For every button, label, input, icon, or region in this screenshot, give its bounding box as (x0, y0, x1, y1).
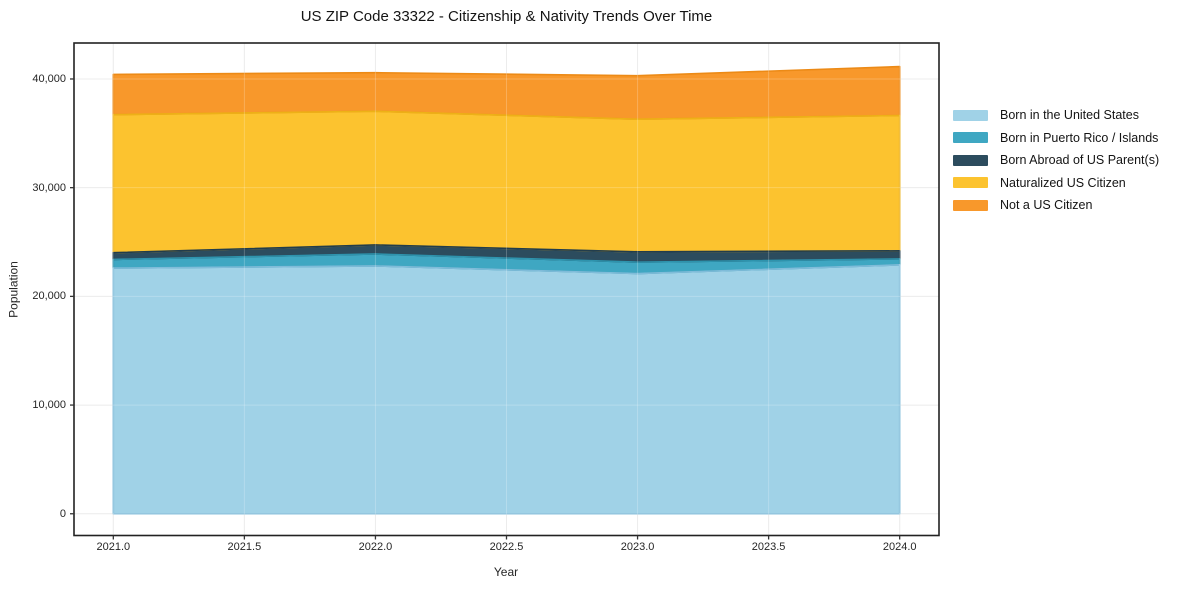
x-tick-label: 2023.0 (620, 541, 655, 553)
legend-swatch-naturalized-us-citizen (953, 177, 988, 189)
legend-item-naturalized-us-citizen: Naturalized US Citizen (953, 175, 1159, 190)
legend: Born in the United States Born in Puerto … (953, 108, 1160, 222)
chart-title: US ZIP Code 33322 - Citizenship & Nativi… (300, 8, 713, 25)
x-axis-label: Year (493, 565, 519, 579)
y-tick-labels: 0 10,000 20,000 30,000 40,000 (0, 0, 66, 590)
y-tick-label: 0 (59, 507, 66, 520)
y-tick-label: 10,000 (32, 399, 66, 412)
gridlines-overlay (74, 43, 939, 536)
area-born-in-puerto-rico-islands (113, 253, 900, 274)
legend-swatch-born-abroad-of-us-parent-s (953, 154, 988, 166)
legend-item-born-in-puerto-rico-islands: Born in Puerto Rico / Islands (953, 130, 1159, 145)
legend-item-not-a-us-citizen: Not a US Citizen (953, 198, 1159, 213)
tick-marks (70, 78, 901, 540)
x-tick-label: 2024.0 (882, 541, 917, 553)
legend-item-label: Born Abroad of US Parent(s) (1000, 153, 1160, 168)
y-tick-label: 20,000 (32, 290, 66, 303)
legend-item-label: Born in the United States (1000, 108, 1139, 123)
legend-swatch-born-in-the-united-states (953, 109, 988, 121)
area-born-in-the-united-states (113, 264, 900, 514)
y-axis-label: Population (6, 261, 21, 318)
x-tick-label: 2022.0 (358, 541, 393, 553)
legend-item-born-abroad-of-us-parent-s: Born Abroad of US Parent(s) (953, 153, 1160, 168)
x-tick-label: 2021.5 (227, 541, 262, 553)
legend-item-born-in-the-united-states: Born in the United States (953, 108, 1159, 123)
area-born-abroad-of-us-parent-s (113, 244, 900, 263)
x-tick-label: 2021.0 (96, 541, 131, 553)
area-not-a-us-citizen (113, 66, 900, 120)
area-edge-born-in-the-united-states (112, 264, 901, 515)
legend-swatch-born-in-puerto-rico-islands (953, 132, 988, 144)
legend-swatch-not-a-us-citizen (953, 199, 988, 211)
y-tick-label: 30,000 (32, 181, 66, 194)
x-tick-label: 2023.5 (751, 541, 786, 553)
legend-item-label: Not a US Citizen (1000, 198, 1093, 213)
area-naturalized-us-citizen (113, 111, 900, 253)
y-tick-label: 40,000 (32, 72, 66, 85)
legend-item-label: Naturalized US Citizen (1000, 175, 1126, 190)
x-tick-label: 2022.5 (489, 541, 524, 553)
legend-item-label: Born in Puerto Rico / Islands (1000, 130, 1159, 145)
